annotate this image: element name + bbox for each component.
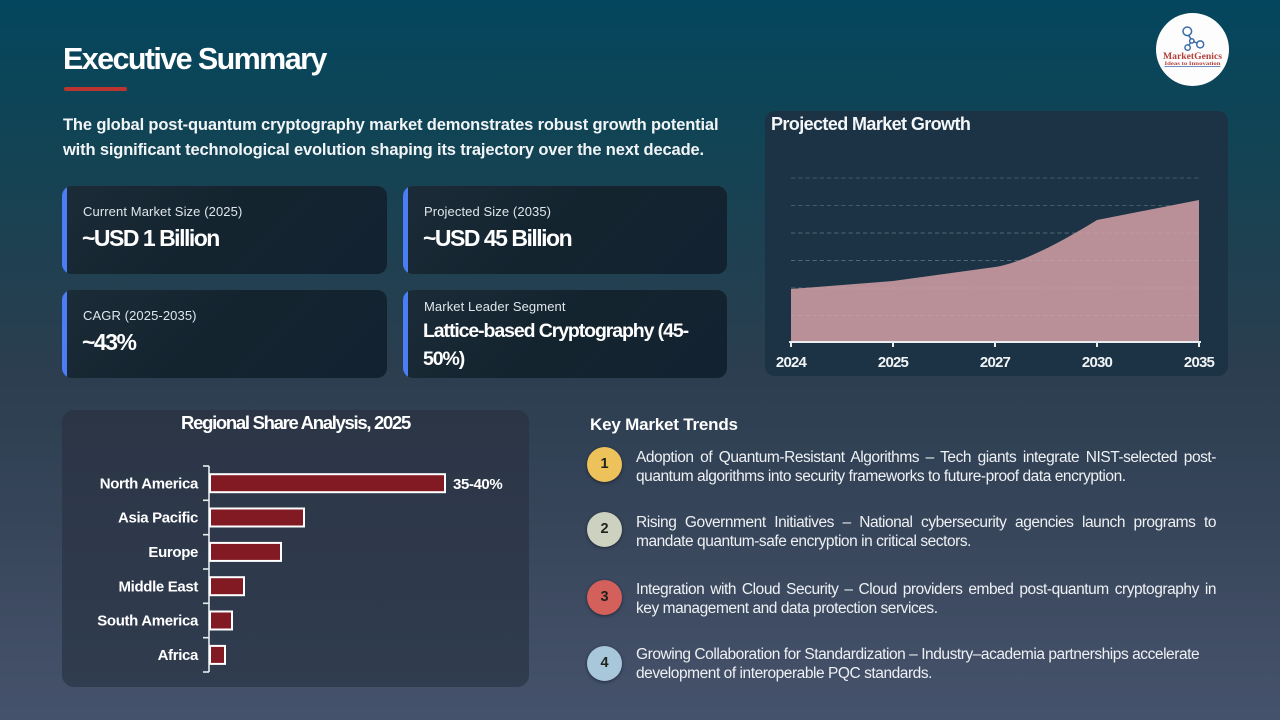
- svg-text:Asia Pacific: Asia Pacific: [118, 510, 198, 527]
- svg-text:35-40%: 35-40%: [453, 476, 502, 493]
- svg-text:Europe: Europe: [148, 544, 198, 561]
- svg-text:MarketGenics: MarketGenics: [1163, 52, 1222, 62]
- svg-text:2027: 2027: [980, 354, 1011, 371]
- svg-text:Middle East: Middle East: [119, 578, 199, 595]
- svg-text:2035: 2035: [1184, 354, 1215, 371]
- svg-text:2025: 2025: [878, 354, 909, 371]
- svg-text:Ideas to Innovation: Ideas to Innovation: [1165, 61, 1222, 67]
- svg-text:North America: North America: [100, 475, 199, 492]
- svg-text:2024: 2024: [776, 354, 808, 371]
- svg-text:Africa: Africa: [158, 647, 199, 664]
- svg-text:2030: 2030: [1082, 354, 1113, 371]
- svg-text:South America: South America: [97, 613, 199, 630]
